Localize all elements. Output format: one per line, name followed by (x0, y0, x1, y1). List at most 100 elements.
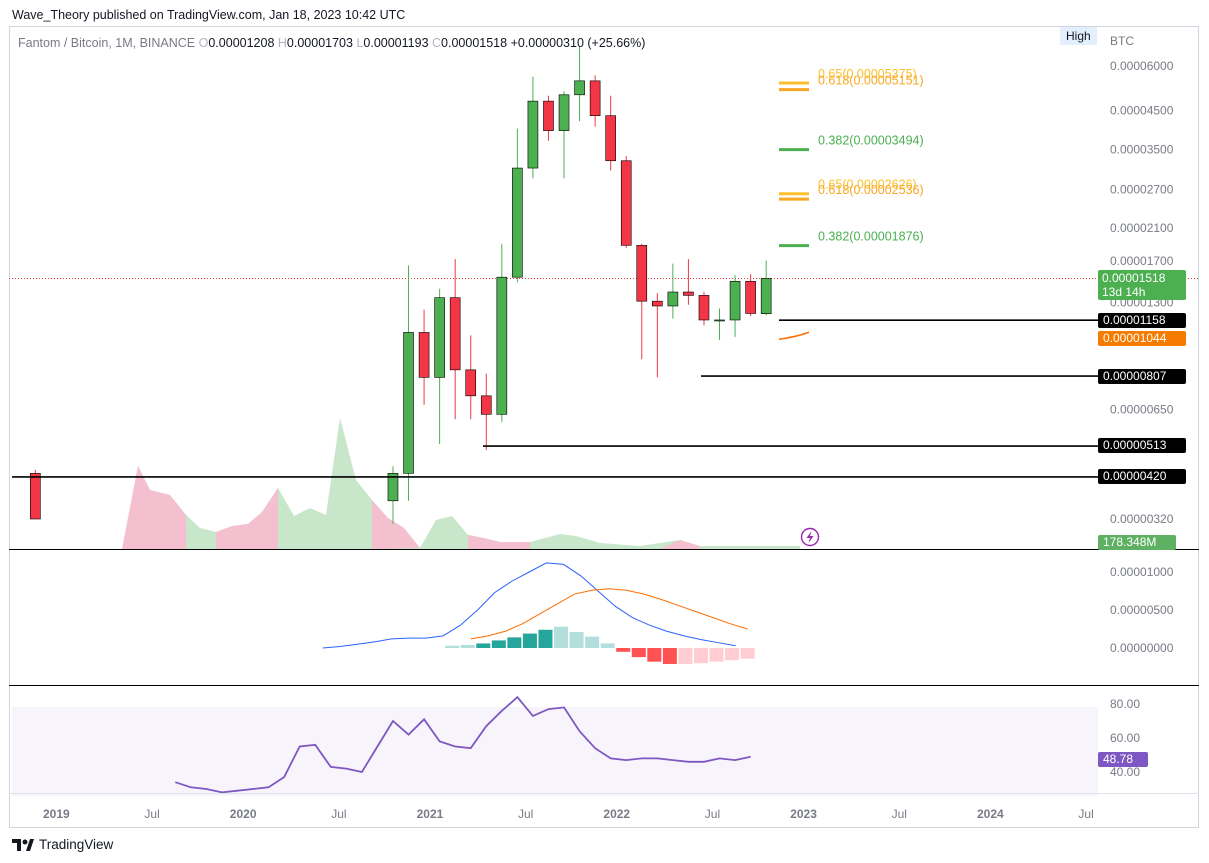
macd-histogram-bar (460, 644, 475, 648)
macd-tick: 0.00001000 (1110, 565, 1174, 579)
high-label: H (277, 36, 287, 50)
time-axis[interactable]: 2019 Jul 2020 Jul 2021 Jul 2022 Jul 2023 Jul 2024 J… (9, 793, 1199, 822)
candle (480, 373, 492, 451)
time-tick: 2019 (43, 807, 70, 821)
candle-body (745, 280, 756, 314)
last-price-tag: 0.00001518 13d 14h (1098, 270, 1186, 300)
macd-histogram-bar (678, 648, 693, 664)
candle (745, 274, 756, 317)
candle-body (403, 332, 414, 474)
fib-label: 0.382(0.00001876) (818, 230, 924, 244)
candle-body (558, 94, 570, 131)
macd-histogram-bar (647, 648, 662, 662)
candle (387, 466, 399, 524)
fib-label: 0.382(0.00003494) (818, 134, 924, 148)
time-tick: 2021 (417, 807, 444, 821)
candle-body (387, 473, 399, 502)
flash-icon[interactable] (800, 527, 820, 547)
macd-histogram-bar (538, 629, 553, 648)
close-value: 0.00001518 (441, 36, 508, 50)
macd-histogram-bar (709, 648, 724, 662)
candle (30, 469, 41, 520)
candle-body (683, 291, 694, 296)
candle (558, 91, 570, 179)
candle-body (543, 100, 554, 131)
macd-histogram-bar (662, 648, 677, 664)
candle-body (760, 278, 772, 315)
candle-body (636, 245, 648, 302)
fib-label: 0.65(0.00005375) (818, 67, 917, 81)
level-tag: 0.00000807 (1098, 369, 1186, 384)
candle-body (652, 300, 663, 307)
high-badge[interactable]: High (1060, 27, 1097, 45)
candle (465, 335, 477, 420)
candle-body (449, 297, 461, 371)
macd-histogram-bar (491, 640, 506, 648)
time-tick: Jul (331, 807, 346, 821)
candle-body (729, 280, 741, 321)
tradingview-logo-icon (12, 838, 34, 851)
candle-body (620, 160, 632, 246)
rsi-band (12, 707, 1098, 796)
macd-histogram-bar (554, 626, 569, 648)
dividers (9, 278, 1199, 686)
high-value: 0.00001703 (286, 36, 353, 50)
candle-body (512, 167, 523, 278)
candle (543, 95, 554, 141)
macd-histogram-bar (569, 632, 584, 648)
macd-histogram-bar (693, 648, 708, 664)
macd-histogram-bar (522, 633, 537, 648)
candle-body (714, 319, 725, 322)
fib-label: 0.618(0.00002536) (818, 183, 924, 197)
price-tick: 0.00000320 (1110, 512, 1174, 526)
candle (698, 292, 710, 326)
candle (434, 288, 445, 444)
price-axis[interactable]: 0.00006000 0.00004500 0.00003500 0.00002700… (1110, 59, 1174, 779)
moving-average-tag: 0.00001044 (1098, 331, 1186, 346)
candle (760, 260, 772, 316)
close-label: C (432, 36, 442, 50)
candle-body (30, 473, 41, 520)
currency-label: BTC (1110, 34, 1134, 48)
macd-tick: 0.00000000 (1110, 641, 1174, 655)
tradingview-logo[interactable]: TradingView (12, 837, 113, 852)
candle-body (589, 80, 601, 116)
rsi-tick: 60.00 (1110, 731, 1140, 745)
rsi-value-tag: 48.78 (1098, 752, 1148, 767)
time-tick: 2020 (230, 807, 257, 821)
time-tick: 2023 (790, 807, 817, 821)
candle-body (434, 297, 445, 378)
macd-histogram-bar (507, 637, 522, 648)
candle (527, 76, 539, 179)
volume-area-fill-down (122, 466, 700, 549)
macd-histogram-bar (740, 648, 755, 659)
price-tick: 0.00003500 (1110, 142, 1174, 156)
candle (496, 243, 508, 422)
price-tick: 0.00004500 (1110, 103, 1174, 117)
candle (512, 128, 523, 283)
candle-body (465, 369, 477, 397)
low-label: L (356, 36, 364, 50)
time-tick: 2022 (603, 807, 630, 821)
open-value: 0.00001208 (208, 36, 275, 50)
candle (574, 46, 585, 122)
candle-body (496, 276, 508, 415)
candle (636, 243, 648, 360)
time-tick: Jul (1078, 807, 1093, 821)
rsi-tick: 40.00 (1110, 765, 1140, 779)
macd-line (322, 562, 736, 649)
candle (667, 263, 679, 319)
logo-text: TradingView (39, 837, 114, 852)
rsi-pane (12, 695, 1098, 796)
time-tick: Jul (892, 807, 907, 821)
moving-average-line (778, 331, 810, 340)
macd-histogram-bar (631, 648, 646, 658)
candle (652, 293, 663, 378)
level-tag: 0.00001158 (1098, 313, 1186, 328)
candle-body (605, 115, 616, 162)
symbol-name[interactable]: Fantom / Bitcoin, 1M, BINANCE (18, 36, 196, 50)
symbol-legend: Fantom / Bitcoin, 1M, BINANCE O0.0000120… (18, 36, 645, 50)
last-price: 0.00001518 (1102, 271, 1166, 285)
price-tick: 0.00006000 (1110, 59, 1174, 73)
